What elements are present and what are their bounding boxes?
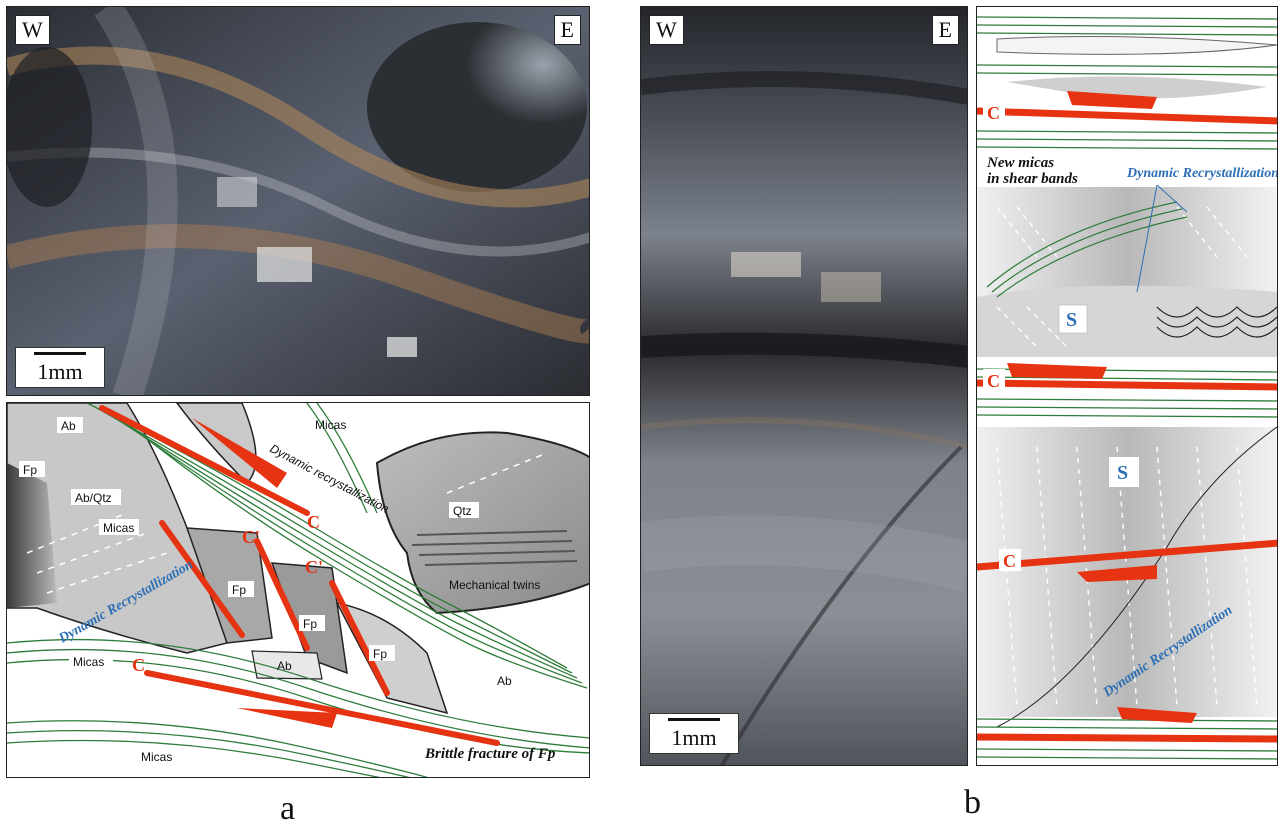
brittle-fracture-label: Brittle fracture of Fp — [424, 746, 556, 762]
dynamic-recrystallization-b-top: Dynamic Recrystallization — [1126, 166, 1278, 181]
s-label-bottom: S — [1117, 462, 1128, 484]
in-shear-bands-label: in shear bands — [987, 171, 1078, 187]
panel-a-sketch-drawing: C C' C' C Dynamic Recrystallization Dyna… — [7, 403, 589, 777]
c-prime-label-2: C' — [305, 557, 323, 577]
mineral-fp-3: Fp — [303, 617, 317, 631]
scale-bar-b: 1mm — [649, 713, 739, 754]
mineral-fp-4: Fp — [373, 647, 387, 661]
new-micas-label: New micas — [986, 155, 1054, 171]
c-label-lower: C — [132, 655, 145, 675]
east-label-b: E — [931, 15, 959, 45]
east-label: E — [553, 15, 581, 45]
scale-bar: 1mm — [15, 347, 105, 388]
mineral-ab-2: Ab — [277, 659, 292, 673]
scale-bar-label: 1mm — [37, 359, 83, 384]
mineral-micas-3: Micas — [73, 655, 104, 669]
mineral-ab-1: Ab — [61, 419, 76, 433]
panel-a-photo: W E 1mm — [6, 6, 590, 396]
c-label-top: C — [987, 103, 1000, 123]
scale-bar-line-b — [668, 718, 720, 721]
mechanical-twins-label: Mechanical twins — [449, 578, 540, 592]
panel-b-sketch: C New micas in shear bands Dynamic Recry… — [976, 6, 1278, 766]
figure-letter-a: a — [280, 790, 296, 827]
mineral-fp-1: Fp — [23, 463, 37, 477]
mineral-micas-4: Micas — [141, 750, 172, 764]
c-label: C — [307, 512, 320, 532]
mineral-micas-2: Micas — [315, 418, 346, 432]
c-prime-label-1: C' — [242, 527, 260, 547]
mineral-micas-1: Micas — [103, 521, 134, 535]
scale-bar-label-b: 1mm — [671, 725, 717, 750]
panel-b-photo-texture — [641, 7, 967, 765]
west-label: W — [15, 15, 50, 45]
scale-bar-line — [34, 352, 86, 355]
panel-a-sketch: C C' C' C Dynamic Recrystallization Dyna… — [6, 402, 590, 778]
panel-b-photo: W E 1mm — [640, 6, 968, 766]
mineral-ab-3: Ab — [497, 674, 512, 688]
c-label-middle: C — [987, 371, 1000, 391]
s-label-top: S — [1066, 309, 1077, 331]
c-label-lower-b: C — [1003, 551, 1016, 571]
figure-letter-b: b — [964, 784, 981, 821]
mineral-qtz: Qtz — [453, 504, 472, 518]
west-label-b: W — [649, 15, 684, 45]
panel-b-sketch-drawing: C New micas in shear bands Dynamic Recry… — [977, 16, 1278, 760]
mineral-ab-qtz: Ab/Qtz — [75, 491, 112, 505]
mineral-fp-2: Fp — [232, 583, 246, 597]
panel-a-photo-texture — [7, 7, 589, 395]
